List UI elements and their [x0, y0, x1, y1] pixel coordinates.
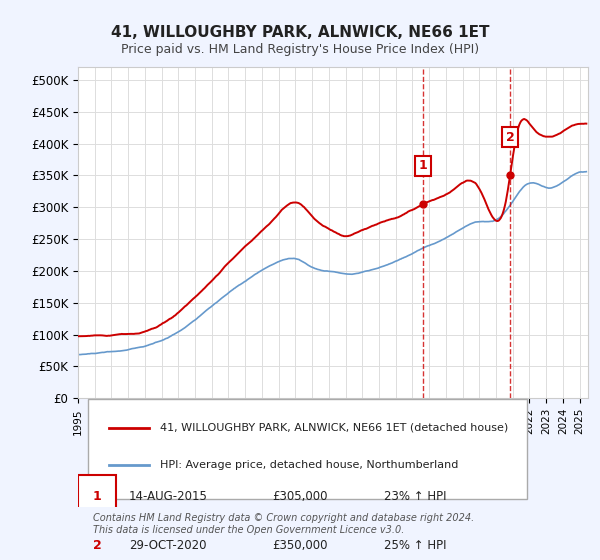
- Text: 1: 1: [93, 491, 102, 503]
- FancyBboxPatch shape: [88, 399, 527, 499]
- Text: £305,000: £305,000: [272, 491, 328, 503]
- Text: 2: 2: [506, 130, 514, 144]
- Text: 23% ↑ HPI: 23% ↑ HPI: [384, 491, 446, 503]
- Text: £350,000: £350,000: [272, 539, 328, 552]
- Text: Price paid vs. HM Land Registry's House Price Index (HPI): Price paid vs. HM Land Registry's House …: [121, 43, 479, 55]
- Text: 25% ↑ HPI: 25% ↑ HPI: [384, 539, 446, 552]
- Text: 1: 1: [418, 160, 427, 172]
- FancyBboxPatch shape: [78, 475, 116, 519]
- Text: Contains HM Land Registry data © Crown copyright and database right 2024.
This d: Contains HM Land Registry data © Crown c…: [94, 513, 475, 535]
- Text: 29-OCT-2020: 29-OCT-2020: [129, 539, 206, 552]
- Text: 41, WILLOUGHBY PARK, ALNWICK, NE66 1ET (detached house): 41, WILLOUGHBY PARK, ALNWICK, NE66 1ET (…: [160, 423, 508, 432]
- Text: 14-AUG-2015: 14-AUG-2015: [129, 491, 208, 503]
- Text: 2: 2: [93, 539, 102, 552]
- Text: HPI: Average price, detached house, Northumberland: HPI: Average price, detached house, Nort…: [160, 460, 458, 470]
- Text: 41, WILLOUGHBY PARK, ALNWICK, NE66 1ET: 41, WILLOUGHBY PARK, ALNWICK, NE66 1ET: [111, 25, 489, 40]
- FancyBboxPatch shape: [78, 524, 116, 560]
